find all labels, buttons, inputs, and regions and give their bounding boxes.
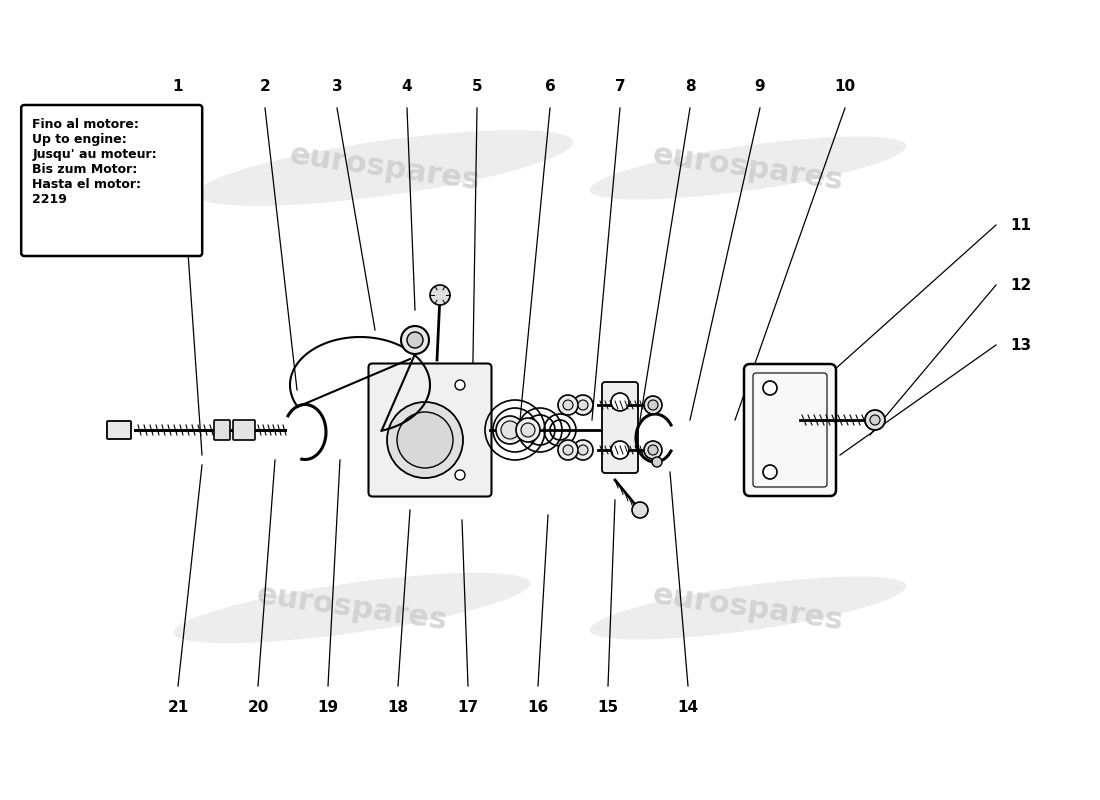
Circle shape — [573, 395, 593, 415]
Circle shape — [387, 402, 463, 478]
Text: 7: 7 — [615, 79, 625, 94]
Text: eurospares: eurospares — [651, 140, 845, 196]
Circle shape — [578, 445, 588, 455]
Text: 20: 20 — [248, 700, 268, 715]
Circle shape — [563, 445, 573, 455]
FancyBboxPatch shape — [21, 105, 202, 256]
Circle shape — [430, 285, 450, 305]
Ellipse shape — [590, 137, 906, 199]
Circle shape — [763, 465, 777, 479]
Text: 11: 11 — [1010, 218, 1031, 233]
Text: eurospares: eurospares — [255, 580, 449, 636]
FancyBboxPatch shape — [233, 420, 255, 440]
Circle shape — [521, 423, 535, 437]
Text: 21: 21 — [167, 700, 188, 715]
Text: 10: 10 — [835, 79, 856, 94]
Circle shape — [610, 441, 629, 459]
Text: 1: 1 — [173, 79, 184, 94]
Ellipse shape — [590, 577, 906, 639]
Text: 14: 14 — [678, 700, 698, 715]
Text: 8: 8 — [684, 79, 695, 94]
Text: 12: 12 — [1010, 278, 1032, 293]
Circle shape — [578, 400, 588, 410]
Text: 3: 3 — [332, 79, 342, 94]
FancyBboxPatch shape — [602, 382, 638, 473]
Circle shape — [402, 326, 429, 354]
Circle shape — [644, 441, 662, 459]
Text: 13: 13 — [1010, 338, 1031, 353]
Circle shape — [407, 332, 424, 348]
Text: 9: 9 — [755, 79, 766, 94]
Text: 6: 6 — [544, 79, 556, 94]
Text: 15: 15 — [597, 700, 618, 715]
Circle shape — [648, 400, 658, 410]
Circle shape — [573, 440, 593, 460]
Text: Fino al motore:
Up to engine:
Jusqu' au moteur:
Bis zum Motor:
Hasta el motor:
2: Fino al motore: Up to engine: Jusqu' au … — [32, 118, 157, 206]
Ellipse shape — [197, 130, 573, 206]
Circle shape — [455, 380, 465, 390]
Text: 5: 5 — [472, 79, 482, 94]
Circle shape — [632, 502, 648, 518]
Text: eurospares: eurospares — [288, 140, 482, 196]
Circle shape — [496, 416, 524, 444]
Text: 18: 18 — [387, 700, 408, 715]
Circle shape — [865, 410, 886, 430]
Circle shape — [558, 395, 578, 415]
Circle shape — [516, 418, 540, 442]
Text: 2: 2 — [260, 79, 271, 94]
Text: 4: 4 — [402, 79, 412, 94]
Circle shape — [500, 421, 519, 439]
Circle shape — [563, 400, 573, 410]
Circle shape — [610, 393, 629, 411]
FancyBboxPatch shape — [368, 363, 492, 497]
Circle shape — [652, 457, 662, 467]
Circle shape — [870, 415, 880, 425]
FancyBboxPatch shape — [214, 420, 230, 440]
Circle shape — [455, 470, 465, 480]
FancyBboxPatch shape — [744, 364, 836, 496]
Circle shape — [644, 396, 662, 414]
Circle shape — [397, 412, 453, 468]
Circle shape — [648, 445, 658, 455]
Text: 16: 16 — [527, 700, 549, 715]
Text: 19: 19 — [318, 700, 339, 715]
Circle shape — [558, 440, 578, 460]
Circle shape — [763, 381, 777, 395]
Ellipse shape — [174, 573, 530, 643]
Text: 17: 17 — [458, 700, 478, 715]
FancyBboxPatch shape — [107, 421, 131, 439]
Text: eurospares: eurospares — [651, 580, 845, 636]
